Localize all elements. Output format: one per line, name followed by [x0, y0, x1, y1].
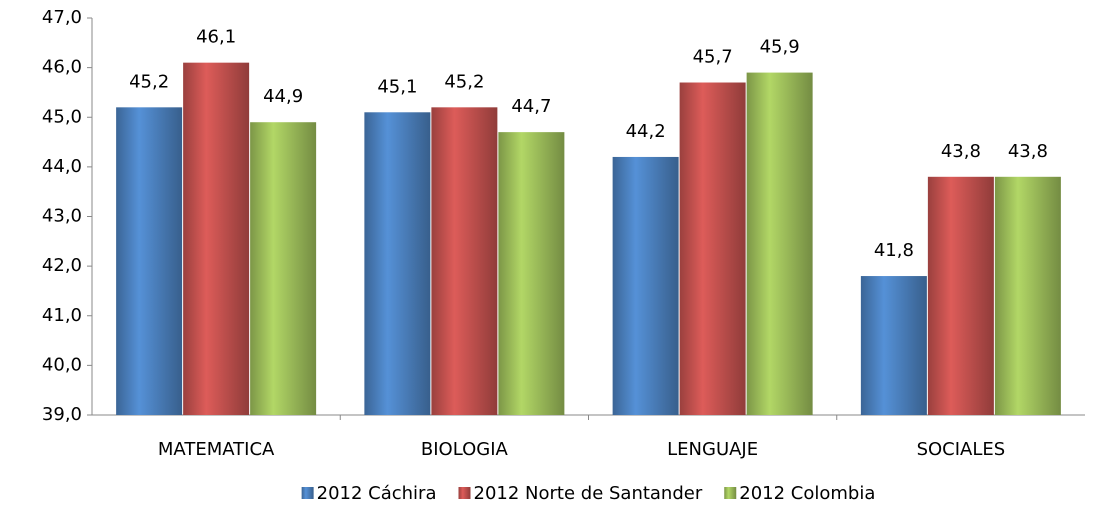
legend-swatch	[458, 487, 471, 499]
legend-swatch	[724, 487, 737, 499]
y-tick-label: 45,0	[42, 106, 82, 127]
value-label: 45,1	[377, 76, 417, 97]
bar	[994, 176, 1061, 415]
legend-swatch	[301, 487, 314, 499]
x-tick-label: MATEMATICA	[158, 439, 275, 460]
y-tick-label: 39,0	[42, 404, 82, 425]
value-label: 45,2	[129, 71, 169, 92]
bar	[679, 82, 746, 415]
value-label: 45,9	[760, 37, 800, 58]
bar	[116, 107, 183, 415]
value-label: 44,2	[626, 121, 666, 142]
legend-label: 2012 Cáchira	[317, 483, 437, 504]
bar	[250, 122, 317, 416]
y-tick-label: 42,0	[42, 255, 82, 276]
bar	[183, 62, 250, 415]
y-tick-label: 40,0	[42, 354, 82, 375]
bar	[927, 176, 994, 415]
x-tick-label: BIOLOGIA	[421, 439, 509, 460]
bar	[612, 156, 679, 415]
value-label: 44,7	[511, 96, 551, 117]
legend-label: 2012 Norte de Santander	[474, 483, 703, 504]
y-tick-label: 41,0	[42, 305, 82, 326]
value-label: 46,1	[196, 27, 236, 48]
y-tick-label: 43,0	[42, 206, 82, 227]
value-label: 43,8	[941, 141, 981, 162]
value-label: 45,2	[444, 71, 484, 92]
x-tick-label: LENGUAJE	[667, 439, 758, 460]
bar	[498, 132, 565, 415]
legend-label: 2012 Colombia	[739, 483, 875, 504]
value-label: 41,8	[874, 240, 914, 261]
value-label: 44,9	[263, 86, 303, 107]
value-label: 45,7	[693, 47, 733, 68]
bar	[364, 112, 431, 415]
bar	[860, 276, 927, 415]
y-tick-label: 44,0	[42, 156, 82, 177]
legend: 2012 Cáchira 2012 Norte de Santander 2012 …	[301, 483, 875, 504]
bar	[746, 72, 813, 416]
y-tick-label: 46,0	[42, 57, 82, 78]
y-tick-label: 47,0	[42, 7, 82, 28]
bar	[431, 107, 498, 415]
value-label: 43,8	[1008, 141, 1048, 162]
x-tick-label: SOCIALES	[917, 439, 1006, 460]
